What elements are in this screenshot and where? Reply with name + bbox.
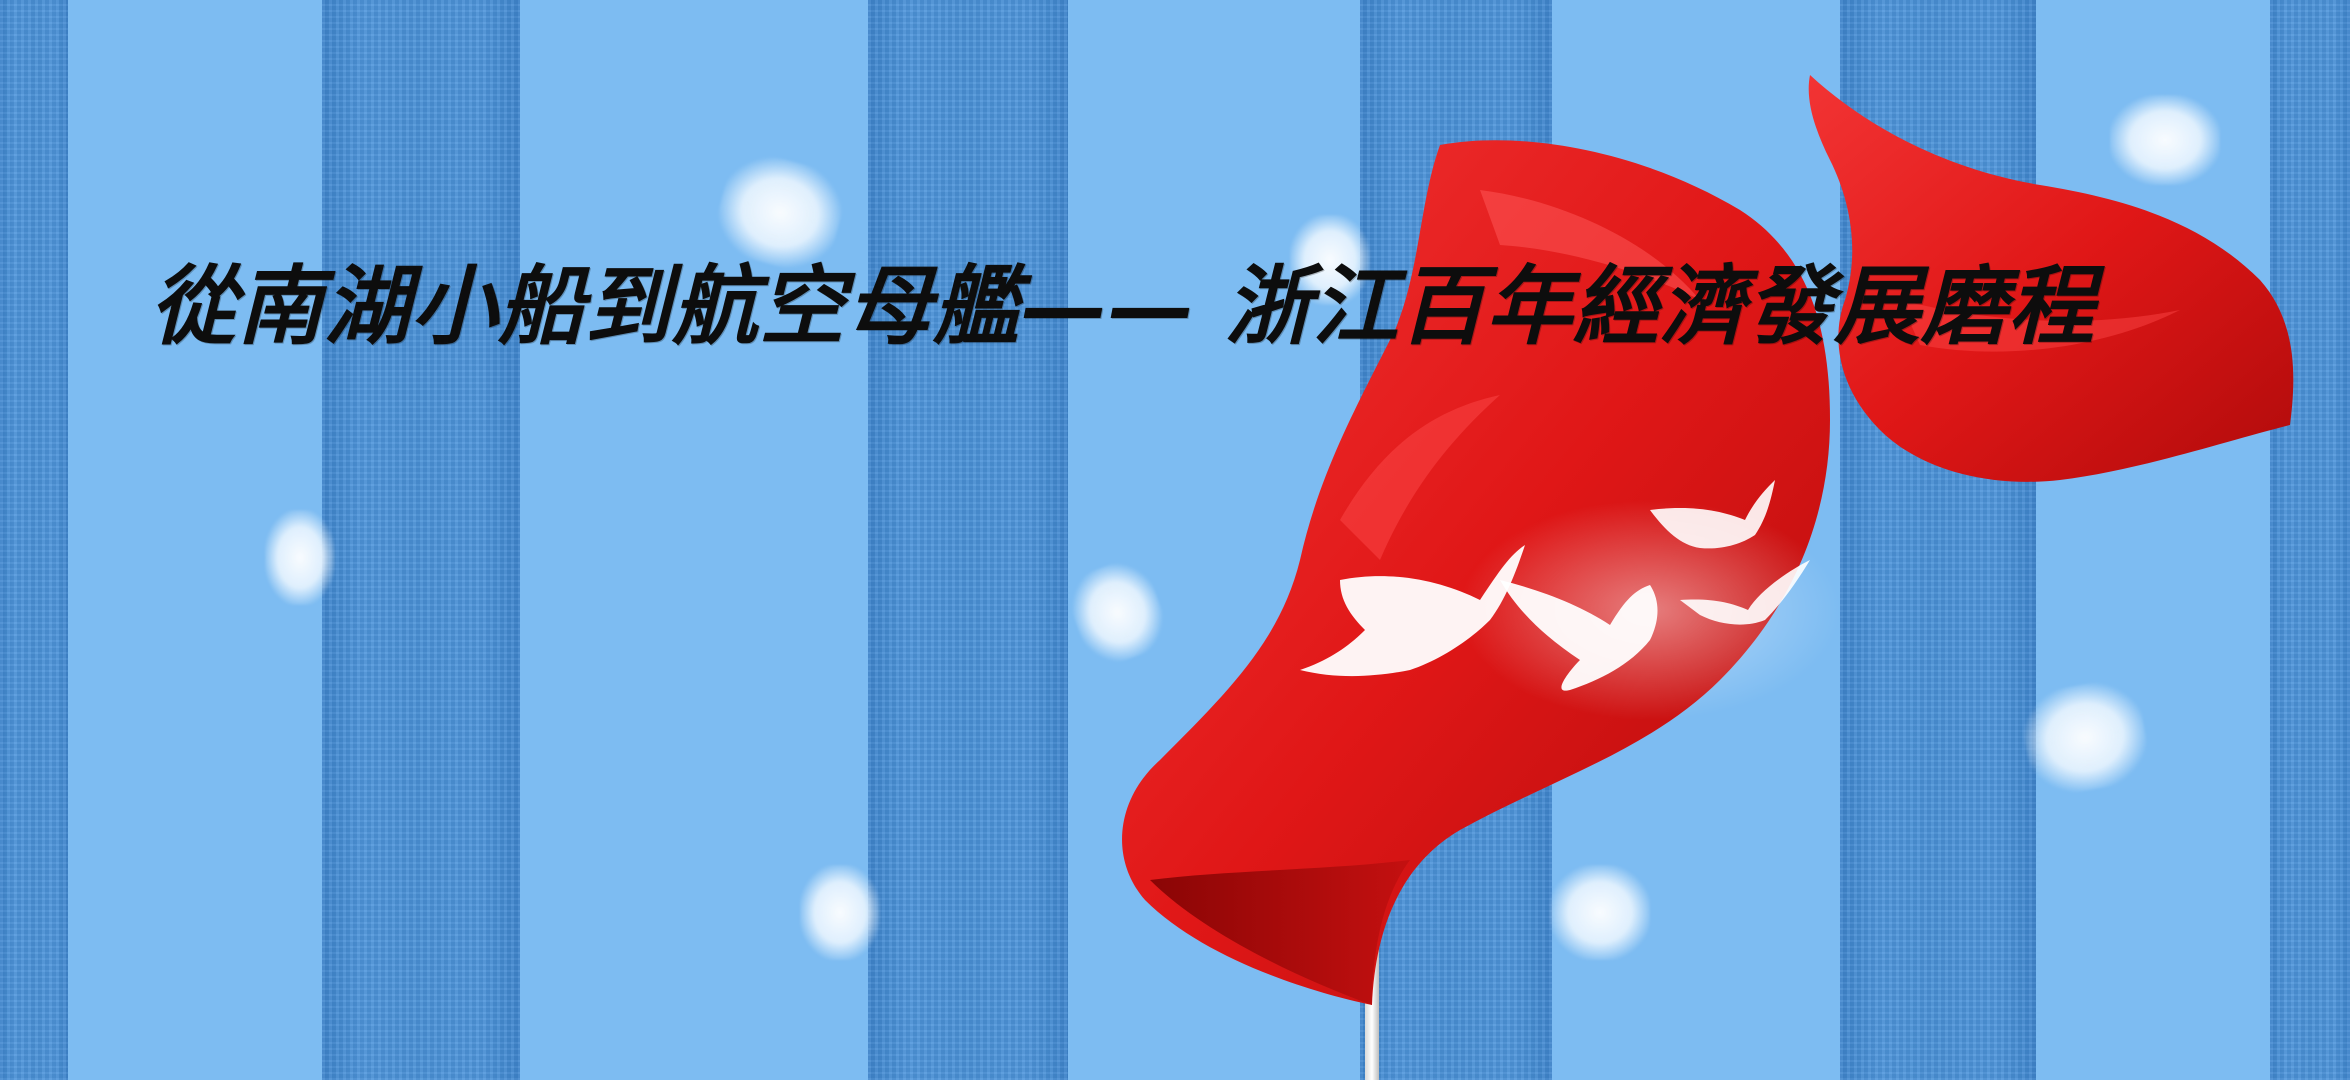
background-stripe: [2270, 0, 2350, 1080]
dove-icon: [1650, 480, 1775, 549]
flag-streamer: [1808, 75, 2294, 482]
cloud-blob: [2110, 95, 2220, 185]
dove-icon: [1680, 560, 1810, 625]
background-stripe: [322, 0, 520, 1080]
dove-icon: [1500, 580, 1658, 691]
flag-highlight: [1340, 395, 1500, 560]
flag-highlight: [1900, 300, 2180, 352]
cloud-blob: [1550, 865, 1650, 960]
page-title: 從南湖小船到航空母艦—— 浙江百年經濟發展磨程: [150, 256, 2095, 357]
background-stripe: [868, 0, 1068, 1080]
cloud-blob: [1290, 215, 1370, 305]
flag-fold: [1150, 860, 1410, 1005]
dove-icon: [1300, 545, 1525, 677]
cloud-blob: [800, 865, 880, 960]
flag-highlight: [1480, 190, 1700, 300]
cloud-blob: [265, 510, 335, 605]
background-stripe: [0, 0, 68, 1080]
